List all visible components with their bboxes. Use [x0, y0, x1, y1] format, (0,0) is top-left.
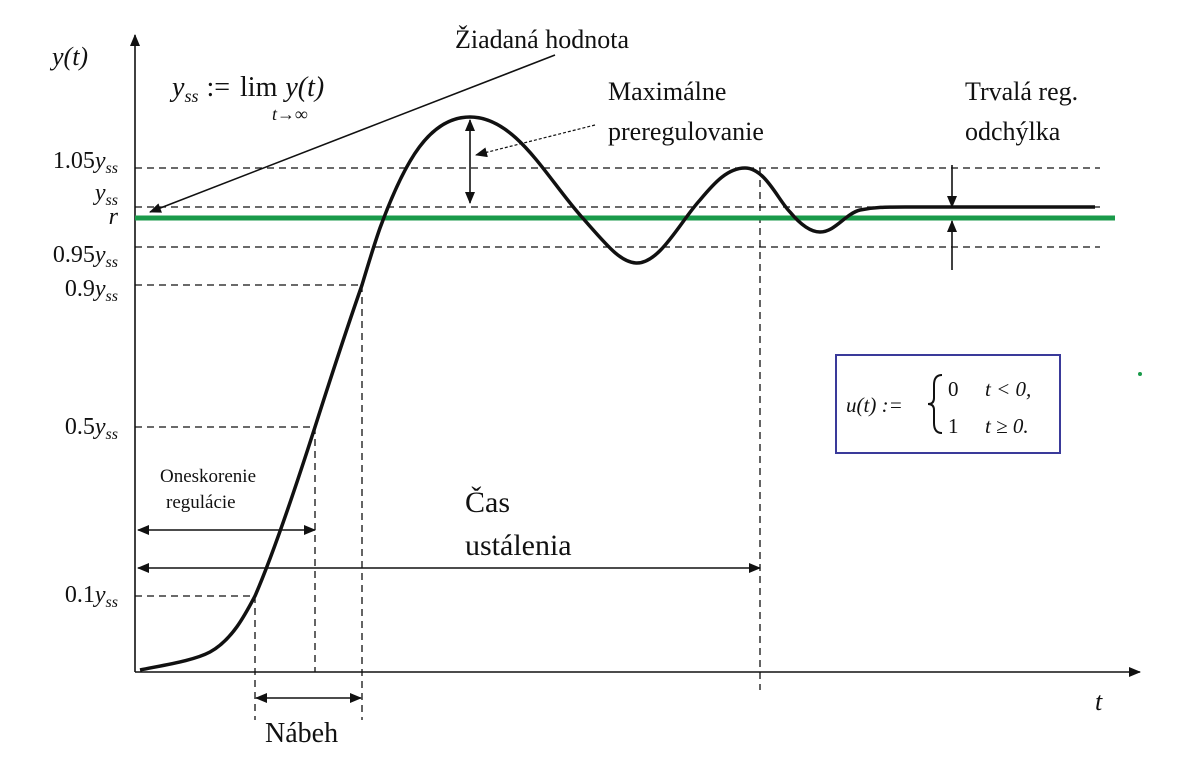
- settling-label: Čas: [465, 486, 510, 519]
- step-input-box: [835, 354, 1061, 454]
- level-var: y: [93, 148, 106, 174]
- level-var: y: [93, 276, 106, 302]
- delay-label: Oneskorenie: [160, 466, 256, 487]
- y-level-label: r: [109, 204, 119, 230]
- y-level-label: 0.5yss: [65, 414, 118, 443]
- def-lhs-sub: ss: [184, 86, 198, 106]
- setpoint-arrow: [149, 54, 556, 213]
- level-var: y: [93, 180, 106, 206]
- overshoot-label: Maximálne: [608, 77, 726, 106]
- level-var: r: [109, 204, 119, 230]
- y-level-label: 0.1yss: [65, 582, 118, 611]
- level-coef: 1.05: [53, 148, 95, 174]
- setpoint-label: Žiadaná hodnota: [455, 25, 629, 54]
- level-coef: 0.9: [65, 276, 95, 302]
- def-op: :=: [206, 72, 230, 103]
- level-coef: 0.1: [65, 582, 95, 608]
- def-lim-sub: t→∞: [272, 104, 308, 124]
- def-rhs: y(t): [282, 72, 324, 103]
- level-coef: 0.95: [53, 242, 95, 268]
- level-sub: ss: [106, 254, 118, 271]
- level-var: y: [93, 582, 106, 608]
- case-condition: t ≥ 0.: [985, 414, 1029, 438]
- error-label: Trvalá reg.: [965, 77, 1078, 106]
- y-axis-label: y(t): [49, 42, 88, 71]
- x-axis-label: t: [1095, 687, 1103, 716]
- step-lhs: u(t) :=: [846, 393, 903, 417]
- y-level-label: yss: [93, 180, 118, 209]
- overshoot-pointer: [475, 124, 596, 158]
- level-var: y: [93, 242, 106, 268]
- case-value: 1: [948, 414, 959, 438]
- case-condition: t < 0,: [985, 377, 1031, 401]
- dot: [1138, 372, 1142, 376]
- overshoot-label: preregulovanie: [608, 117, 764, 146]
- y-level-label: 0.9yss: [65, 276, 118, 305]
- y-level-label: 0.95yss: [53, 242, 118, 271]
- def-lim: lim: [240, 72, 278, 103]
- y-level-label: 1.05yss: [53, 148, 118, 177]
- rise-label: Nábeh: [265, 718, 338, 749]
- level-sub: ss: [106, 192, 118, 209]
- settling-label: ustálenia: [465, 529, 572, 562]
- definition: yss := lim y(t): [169, 72, 324, 106]
- level-sub: ss: [106, 160, 118, 177]
- case-value: 0: [948, 377, 959, 401]
- level-sub: ss: [106, 288, 118, 305]
- delay-label: regulácie: [166, 492, 236, 513]
- level-coef: 0.5: [65, 414, 95, 440]
- level-var: y: [93, 414, 106, 440]
- error-label: odchýlka: [965, 117, 1061, 146]
- def-lhs: y: [169, 72, 185, 103]
- level-sub: ss: [106, 594, 118, 611]
- response-curve: [139, 115, 1095, 672]
- level-sub: ss: [106, 426, 118, 443]
- guides: [135, 167, 1100, 720]
- brace: [927, 374, 943, 434]
